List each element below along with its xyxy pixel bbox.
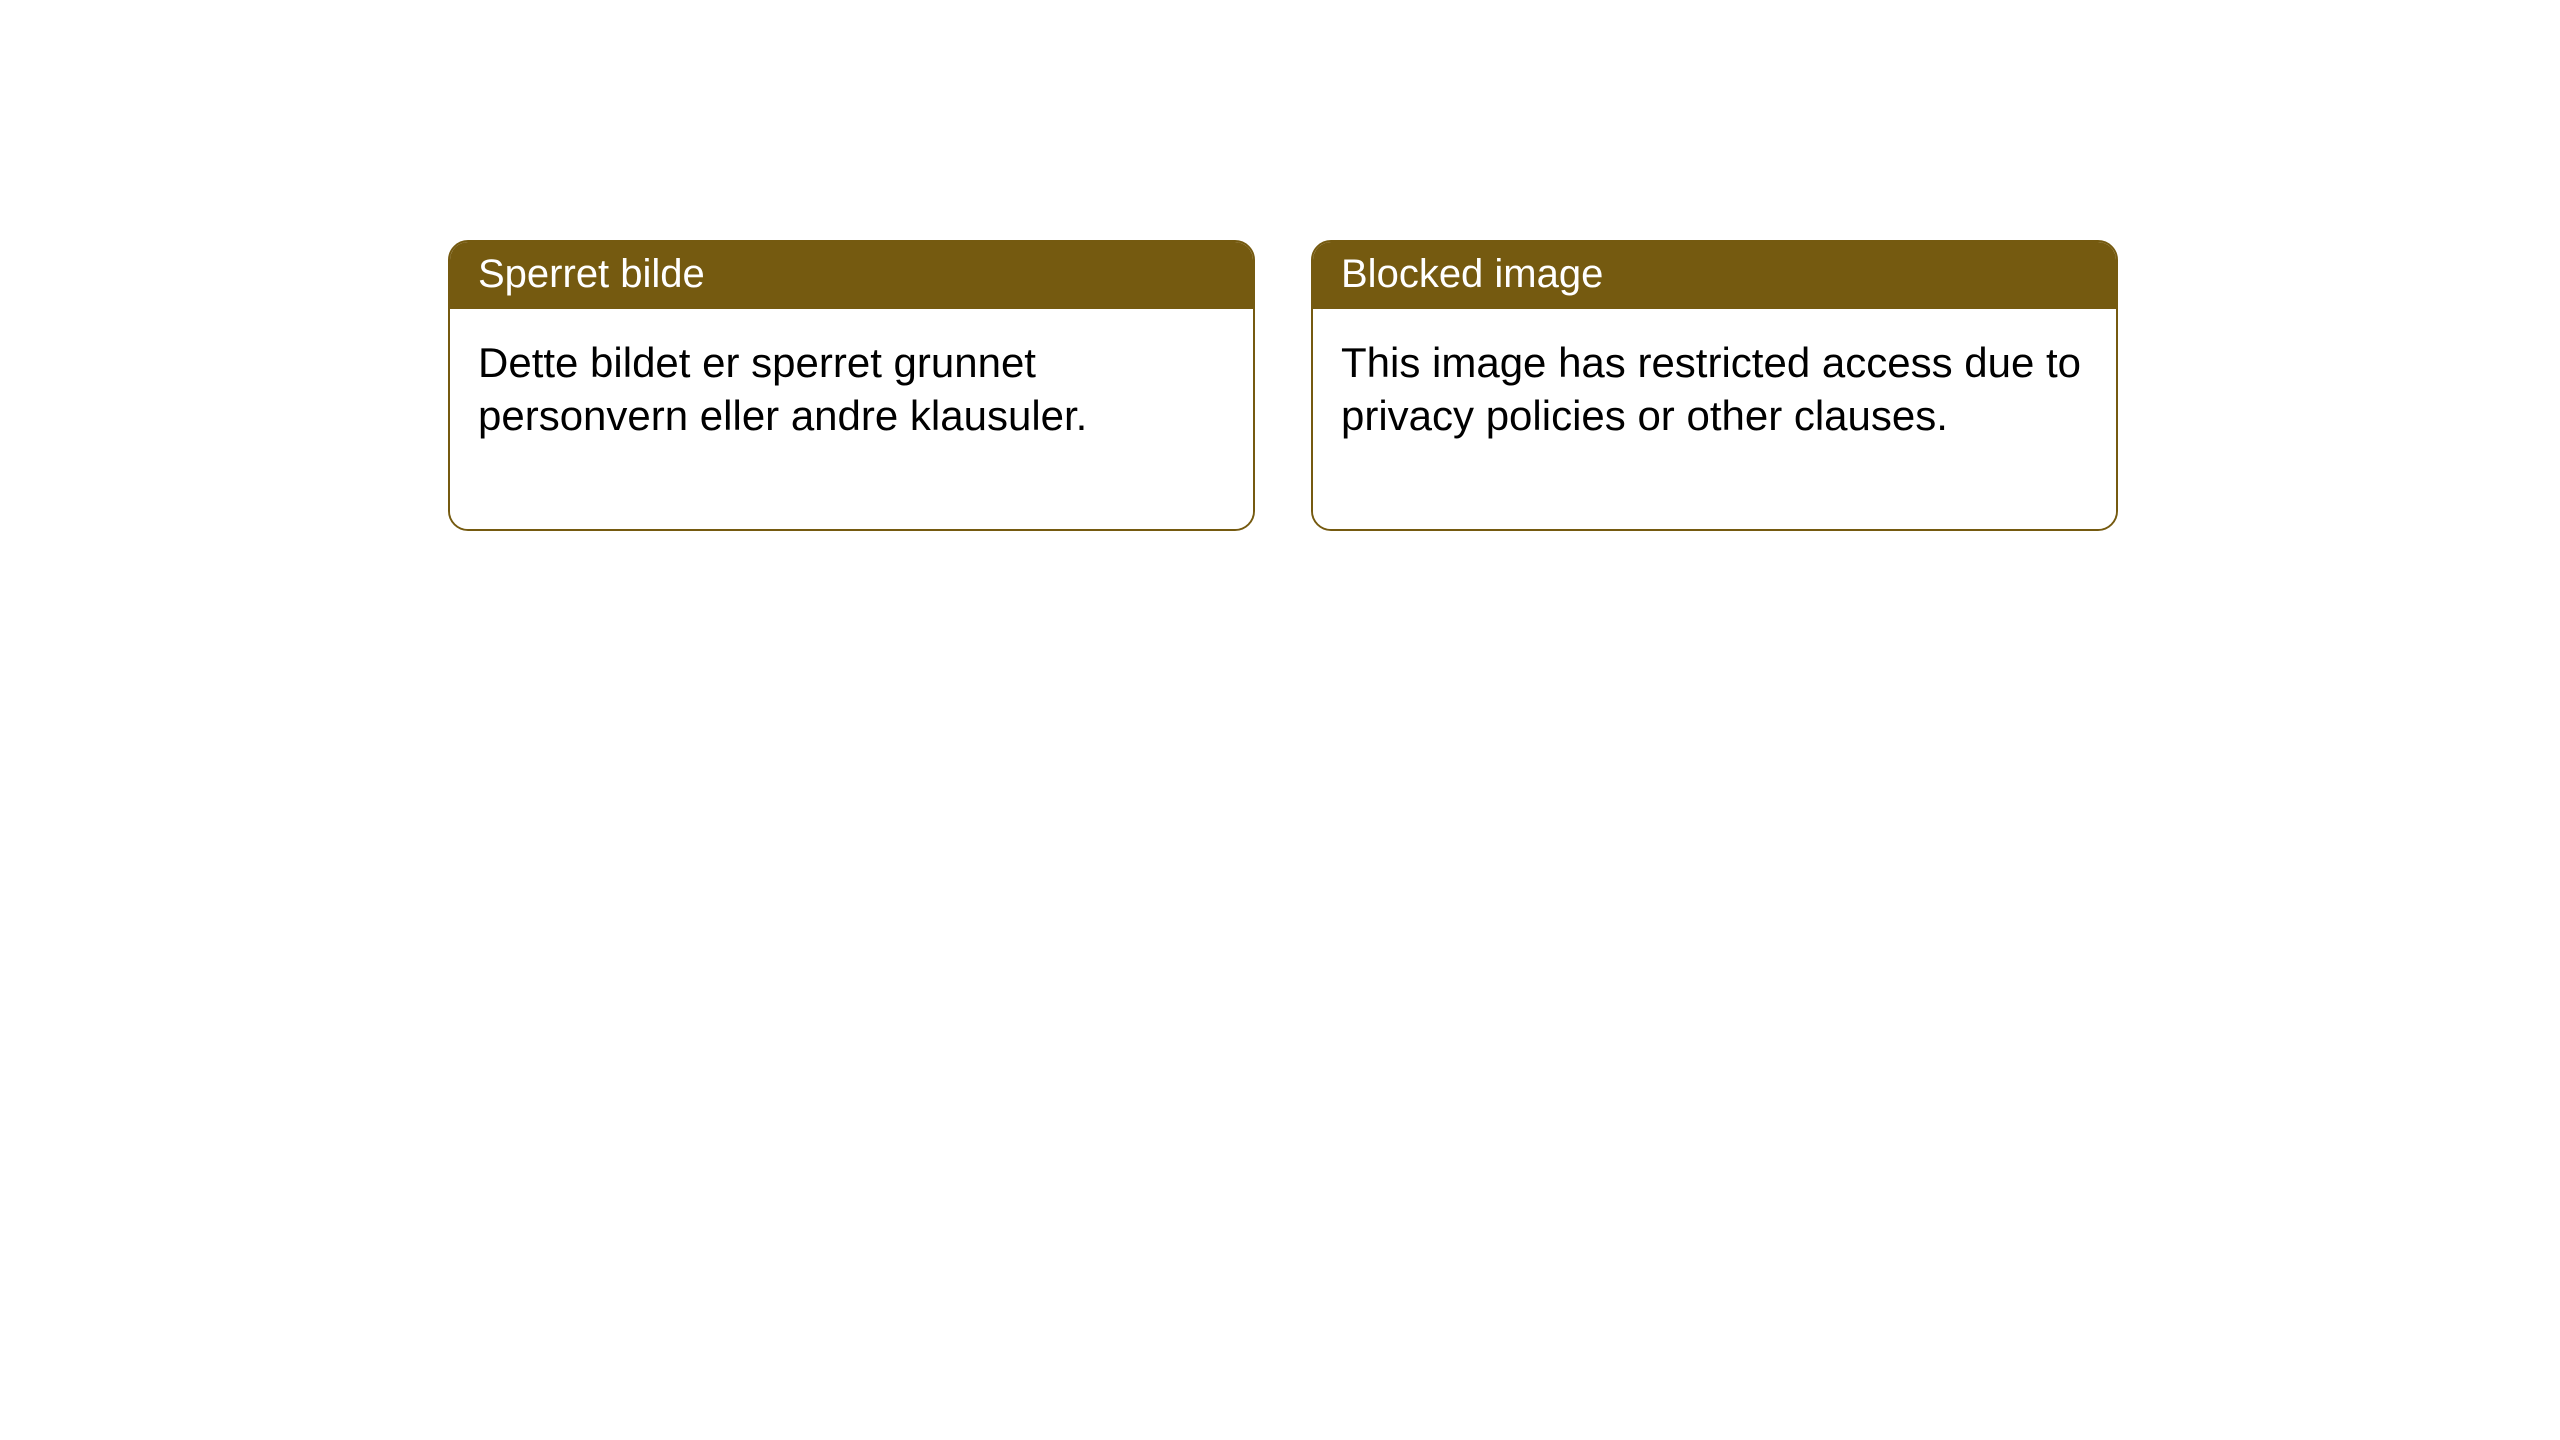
notice-card-header: Blocked image <box>1313 242 2116 309</box>
notice-card-english: Blocked image This image has restricted … <box>1311 240 2118 531</box>
notice-card-norwegian: Sperret bilde Dette bildet er sperret gr… <box>448 240 1255 531</box>
notice-card-body: This image has restricted access due to … <box>1313 309 2116 529</box>
notice-cards-container: Sperret bilde Dette bildet er sperret gr… <box>448 240 2118 531</box>
notice-card-body: Dette bildet er sperret grunnet personve… <box>450 309 1253 529</box>
notice-card-header: Sperret bilde <box>450 242 1253 309</box>
